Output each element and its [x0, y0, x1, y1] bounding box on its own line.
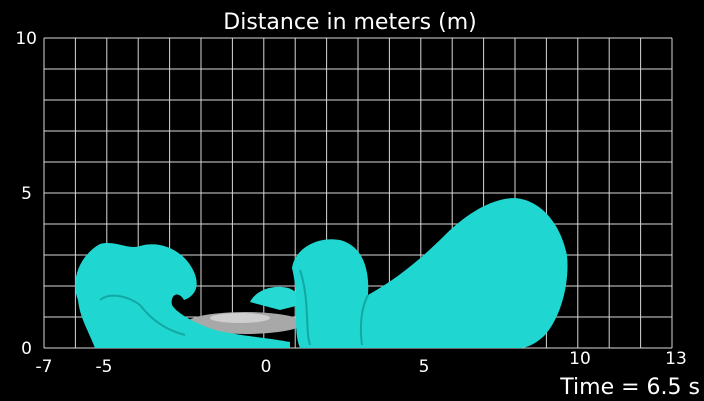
page: Distance in meters (m) 10 5 0 -7 -5 0 5 … — [0, 0, 704, 401]
x-tick-label: 0 — [261, 357, 272, 377]
x-tick-label: 10 — [569, 349, 591, 369]
y-tick-label: 10 — [15, 29, 37, 49]
y-tick-label: 5 — [21, 184, 32, 204]
x-tick-label: -5 — [96, 357, 113, 377]
x-tick-label: 5 — [419, 357, 430, 377]
x-tick-label: -7 — [36, 357, 53, 377]
x-tick-label: 13 — [665, 349, 687, 369]
scene: Distance in meters (m) 10 5 0 -7 -5 0 5 … — [0, 0, 704, 401]
y-tick-label: 0 — [21, 339, 32, 359]
time-label: Time = 6.5 s — [559, 375, 700, 400]
vehicle-top — [210, 313, 270, 323]
title: Distance in meters (m) — [223, 10, 476, 35]
